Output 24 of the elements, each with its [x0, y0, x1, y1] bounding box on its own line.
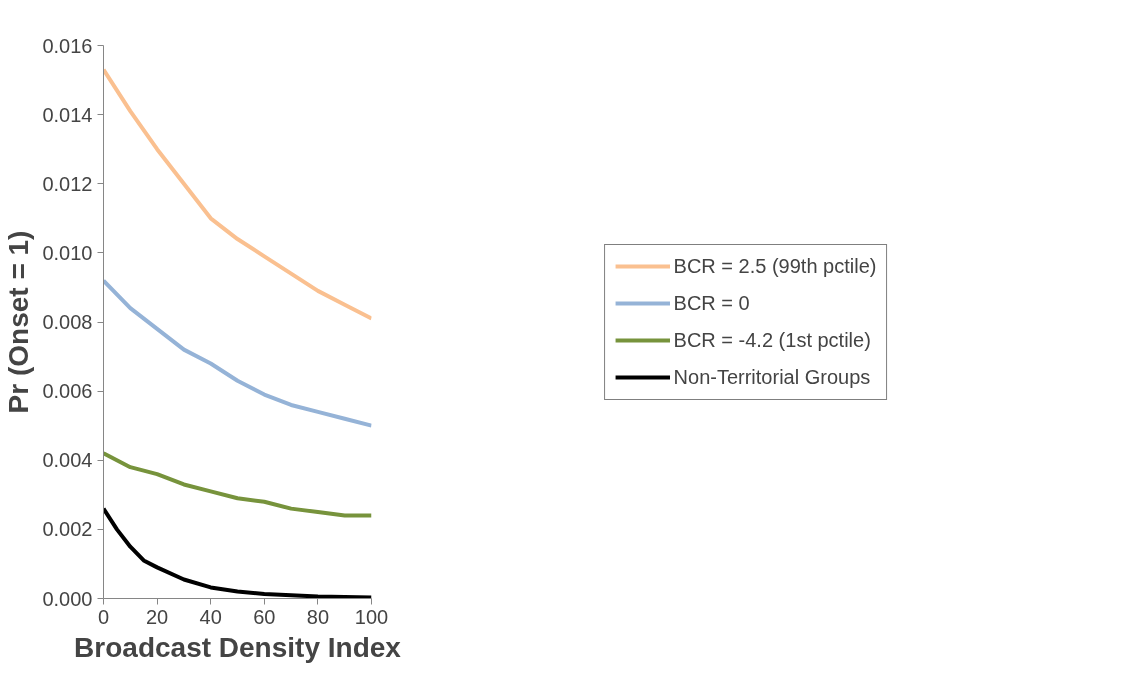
legend-label: BCR = -4.2 (1st pctile) [673, 328, 871, 352]
line-series [103, 67, 372, 321]
y-axis-title: Pr (Onset = 1) [3, 230, 35, 414]
x-tick-label: 60 [253, 605, 276, 628]
legend-label: BCR = 0 [673, 291, 750, 315]
line-series [103, 451, 372, 518]
y-tick-label: 0.004 [42, 449, 93, 472]
y-tick-label: 0.010 [42, 241, 93, 264]
y-tick-label: 0.002 [42, 518, 93, 541]
x-axis-title: Broadcast Density Index [74, 631, 402, 663]
y-tick-label: 0.016 [42, 34, 93, 57]
y-tick-label: 0.000 [42, 587, 93, 610]
x-tick-label: 20 [145, 605, 169, 628]
x-tick-label: 0 [97, 605, 110, 628]
x-tick-label: 40 [199, 605, 222, 628]
y-tick-label: 0.006 [42, 380, 93, 403]
x-tick-label: 80 [306, 605, 330, 628]
y-tick-label: 0.012 [42, 172, 93, 195]
y-tick-label: 0.014 [42, 103, 93, 126]
legend-label: Non-Territorial Groups [673, 365, 871, 389]
x-tick-label: 100 [354, 605, 389, 628]
y-tick-label: 0.008 [42, 311, 93, 333]
line-series [103, 278, 372, 428]
legend-label: BCR = 2.5 (99th pctile) [673, 254, 877, 278]
